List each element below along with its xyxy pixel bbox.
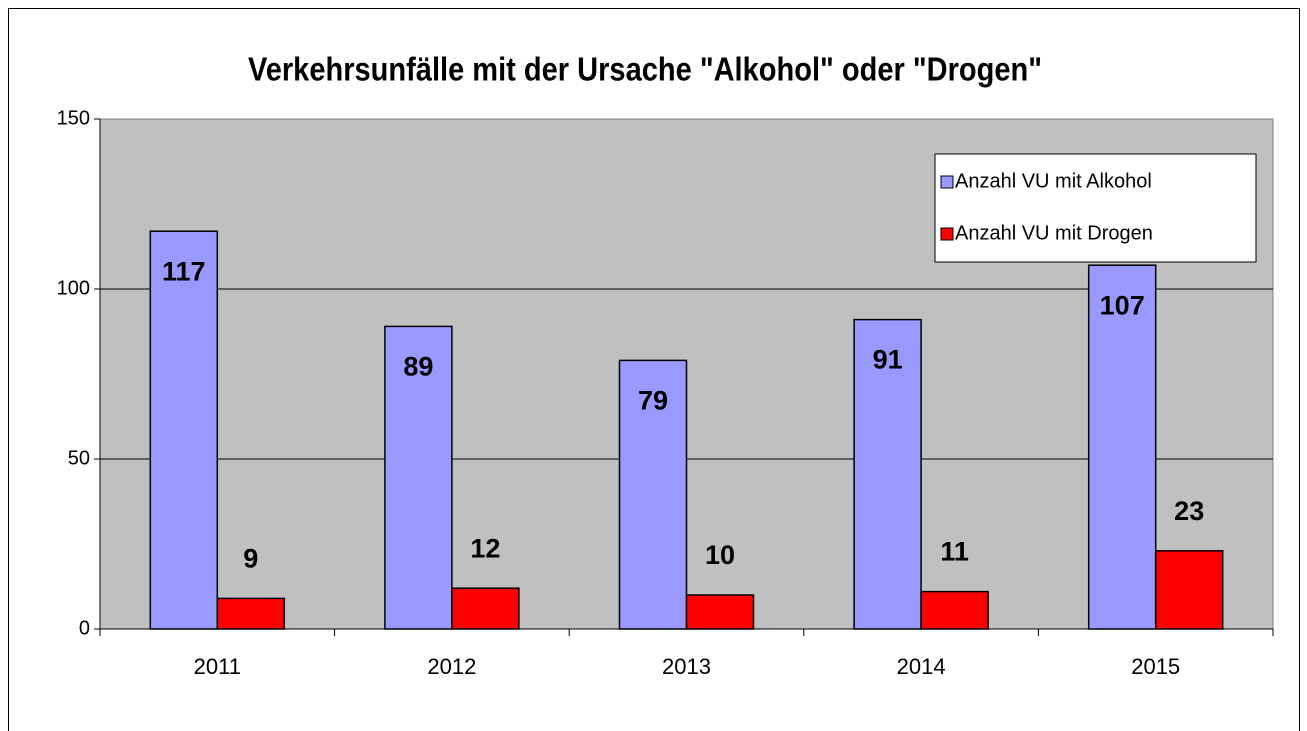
data-label: 117 bbox=[162, 256, 206, 286]
data-label: 89 bbox=[403, 352, 433, 382]
bar bbox=[216, 597, 286, 630]
bar bbox=[920, 590, 989, 630]
legend-label: Anzahl VU mit Drogen bbox=[955, 222, 1153, 244]
x-tick-label: 2011 bbox=[194, 654, 241, 679]
bar bbox=[384, 325, 453, 630]
bar bbox=[618, 359, 688, 630]
chart-border bbox=[8, 8, 1300, 731]
data-label: 10 bbox=[705, 540, 735, 570]
legend-swatch bbox=[940, 227, 954, 241]
bar bbox=[853, 318, 922, 630]
data-label: 23 bbox=[1174, 496, 1204, 526]
legend-swatch bbox=[940, 175, 954, 189]
bar bbox=[1087, 264, 1157, 630]
data-label: 11 bbox=[940, 537, 969, 567]
x-tick-label: 2012 bbox=[427, 654, 476, 679]
x-tick-label: 2014 bbox=[897, 654, 946, 679]
y-tick-label: 50 bbox=[68, 447, 90, 469]
x-tick-label: 2015 bbox=[1131, 654, 1180, 679]
y-tick-label: 150 bbox=[57, 107, 90, 129]
data-label: 91 bbox=[873, 345, 903, 375]
data-label: 79 bbox=[638, 386, 668, 416]
bar bbox=[685, 594, 755, 630]
bar bbox=[149, 230, 219, 630]
legend-box bbox=[934, 153, 1257, 263]
chart-title: Verkehrsunfälle mit der Ursache "Alkohol… bbox=[248, 51, 1042, 88]
data-label: 107 bbox=[1100, 290, 1145, 320]
y-tick-label: 100 bbox=[57, 277, 90, 299]
y-tick-label: 0 bbox=[79, 617, 90, 639]
data-label: 9 bbox=[243, 544, 258, 574]
x-tick-label: 2013 bbox=[662, 654, 711, 679]
bar bbox=[1154, 550, 1224, 630]
bar bbox=[451, 587, 520, 630]
legend-label: Anzahl VU mit Alkohol bbox=[955, 170, 1152, 192]
data-label: 12 bbox=[470, 533, 500, 563]
